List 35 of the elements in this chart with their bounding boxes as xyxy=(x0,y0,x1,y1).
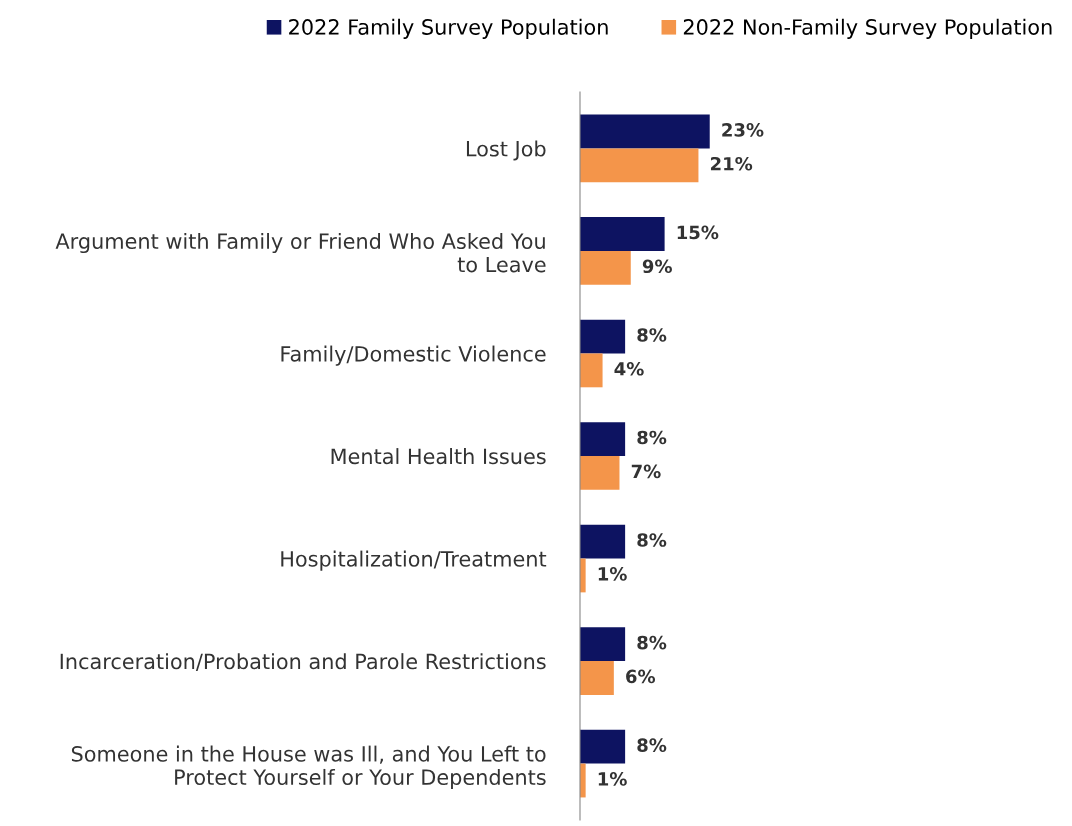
data-label: 15% xyxy=(677,225,719,240)
y-tick-label: Hospitalization/Treatment xyxy=(281,550,547,571)
data-label: 8% xyxy=(637,738,667,752)
bar xyxy=(580,250,631,285)
bar xyxy=(580,217,665,251)
bar xyxy=(580,456,620,490)
legend-label: 2022 Family Survey Population xyxy=(289,18,608,39)
y-tick-label: Incarceration/Probation and Parole Restrictions xyxy=(60,653,546,671)
data-label: 6% xyxy=(626,669,656,684)
data-label: 9% xyxy=(642,259,672,274)
data-label: 8% xyxy=(637,430,667,445)
data-label: 1% xyxy=(598,772,627,786)
y-tick-label: Argument with Family or Friend Who Asked You to Leave xyxy=(55,232,546,273)
legend-label: 2022 Non-Family Survey Population xyxy=(683,18,1052,39)
bar xyxy=(580,729,626,764)
data-label: 8% xyxy=(637,635,667,650)
bar xyxy=(580,148,699,183)
data-label: 8% xyxy=(637,328,667,342)
data-label: 7% xyxy=(631,464,661,479)
bar xyxy=(580,114,710,149)
bar xyxy=(580,627,626,662)
bar xyxy=(580,353,603,388)
data-label: 4% xyxy=(614,361,644,376)
y-tick-label: Lost Job xyxy=(466,140,546,161)
y-tick-label: Someone in the House was Ill, and You Left to Protect Yourself or Your Dependents xyxy=(71,745,546,790)
data-label: 8% xyxy=(637,533,667,547)
data-label: 23% xyxy=(722,123,764,137)
data-label: 1% xyxy=(598,567,627,581)
data-label: 21% xyxy=(710,156,753,171)
bar xyxy=(580,422,626,456)
bar xyxy=(580,319,626,354)
y-tick-label: Mental Health Issues xyxy=(331,448,546,465)
bar xyxy=(580,661,614,695)
y-tick-label: Family/Domestic Violence xyxy=(281,345,546,366)
bar xyxy=(580,524,626,559)
